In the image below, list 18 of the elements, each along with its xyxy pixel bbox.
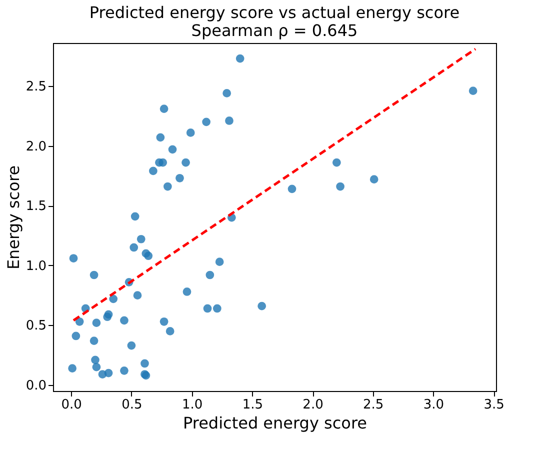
- y-tick-label: 1.5: [26, 199, 46, 214]
- text: Spearman ρ = 0.645: [191, 21, 358, 40]
- x-tick-label: 3.0: [423, 398, 444, 412]
- x-tick-label: 1.0: [182, 398, 203, 412]
- x-axis-title: Predicted energy score: [182, 414, 368, 432]
- y-tick-label: 0.5: [26, 318, 46, 334]
- x-tick-label: 1.5: [242, 398, 264, 412]
- y-tick-label: 1.0: [26, 258, 46, 274]
- y-tick-label: 2.5: [26, 80, 46, 95]
- x-tick-label: 2.5: [363, 398, 384, 412]
- x-tick-label: 0.0: [61, 398, 82, 412]
- x-tick-label: 2.0: [302, 398, 324, 412]
- text: Predicted energy score vs actual energy score: [89, 3, 460, 22]
- y-tick-label: 2.0: [26, 139, 46, 154]
- y-axis-title: Energy score: [4, 165, 23, 270]
- y-tick-label: 0.0: [26, 378, 46, 394]
- x-tick-label: 3.5: [484, 398, 504, 412]
- x-tick-label: 0.5: [122, 398, 142, 412]
